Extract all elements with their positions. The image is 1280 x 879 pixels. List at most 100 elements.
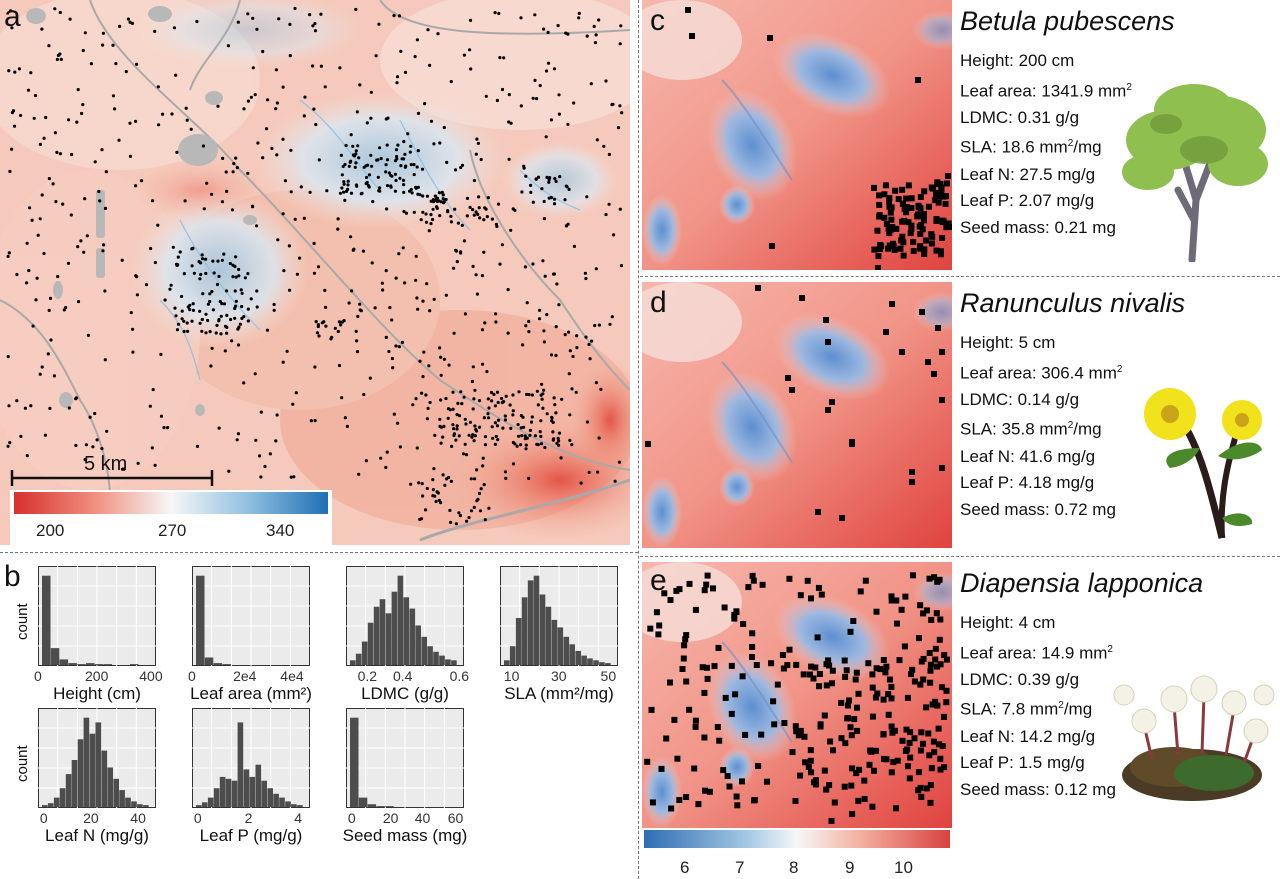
sample-point <box>402 183 406 187</box>
sample-point <box>568 438 572 442</box>
occurrence-point <box>808 663 815 670</box>
histogram-bar <box>527 580 534 665</box>
histogram-bar <box>563 636 570 665</box>
sample-point <box>84 443 88 447</box>
histogram-bar <box>95 722 102 807</box>
sample-point <box>166 426 170 430</box>
sample-point <box>93 160 97 164</box>
sample-point <box>359 192 363 196</box>
occurrence-point <box>656 622 663 629</box>
sample-point <box>496 202 501 206</box>
sample-point <box>568 413 572 417</box>
sample-point <box>471 264 475 268</box>
histogram-bar <box>504 660 510 665</box>
occurrence-point <box>933 189 939 196</box>
histogram-bar <box>125 797 131 807</box>
sample-point <box>251 205 255 209</box>
sample-point <box>583 271 588 275</box>
occurrence-point <box>918 729 925 736</box>
sample-point <box>210 346 214 350</box>
sample-point <box>432 142 436 146</box>
histogram-bar <box>42 805 48 807</box>
sample-point <box>315 331 320 335</box>
histogram-tick-label: 0.6 <box>449 668 470 684</box>
histogram-tick-label: 50 <box>600 668 617 684</box>
sample-point <box>399 164 403 168</box>
occurrence-point <box>917 231 924 237</box>
occurrence-point <box>784 662 791 669</box>
sample-point <box>343 198 347 202</box>
sample-point <box>225 325 229 329</box>
occurrence-point <box>918 793 925 800</box>
histogram-bar <box>94 664 104 665</box>
sample-point <box>533 434 538 438</box>
occurrence-point <box>873 747 879 754</box>
sample-point <box>275 101 279 105</box>
sample-point <box>354 7 358 12</box>
occurrence-point <box>928 231 935 238</box>
sample-point <box>542 340 547 344</box>
occurrence-point <box>843 667 850 674</box>
occurrence-point <box>808 769 815 776</box>
sample-point <box>459 165 463 170</box>
histogram-bar <box>421 636 427 665</box>
sample-point <box>188 308 192 312</box>
sample-point <box>431 494 435 498</box>
histogram-tick-label: 0 <box>188 668 196 684</box>
occurrence-point <box>821 712 828 719</box>
occurrence-point <box>938 184 945 191</box>
histogram-tick-label: 60 <box>447 810 464 826</box>
occurrence-point <box>945 173 951 179</box>
occurrence-point <box>889 224 896 230</box>
histogram-bar <box>415 625 421 665</box>
sample-point <box>468 205 472 209</box>
occurrence-point <box>895 196 902 203</box>
occurrence-point <box>903 726 910 733</box>
sample-point <box>211 308 215 312</box>
occurrence-point <box>906 775 913 782</box>
sample-point <box>393 159 398 163</box>
sample-point <box>546 61 551 65</box>
sample-point <box>547 180 551 184</box>
sample-point <box>471 433 475 437</box>
sample-point <box>464 422 468 426</box>
sample-point <box>281 360 285 364</box>
sample-point <box>504 476 508 480</box>
sample-point <box>539 434 543 439</box>
sample-point <box>478 425 482 429</box>
occurrence-point <box>922 237 929 244</box>
divider-horizontal-left <box>0 552 638 553</box>
occurrence-point <box>786 646 793 653</box>
sample-point <box>542 27 546 31</box>
sample-point <box>471 407 475 411</box>
sample-point <box>176 255 180 259</box>
sample-point <box>395 81 399 85</box>
bottom-colorbar-tick: 8 <box>789 858 799 877</box>
sample-point <box>500 243 504 247</box>
sample-point <box>148 404 152 408</box>
occurrence-point <box>814 634 821 641</box>
sample-point <box>412 172 416 177</box>
sample-point <box>161 112 165 116</box>
occurrence-point <box>907 729 914 736</box>
sample-point <box>120 258 124 262</box>
sample-point <box>482 416 486 420</box>
histogram-bar <box>86 663 95 665</box>
sample-point <box>469 477 473 481</box>
sample-point <box>354 149 358 153</box>
occurrence-point <box>704 572 711 579</box>
occurrence-point <box>683 794 690 800</box>
sample-point <box>542 388 546 392</box>
sample-point <box>29 404 33 408</box>
histogram-tick-label: 0 <box>347 810 356 826</box>
occurrence-point <box>871 246 878 253</box>
occurrence-point <box>877 666 884 673</box>
histogram-tick-label: 2 <box>244 810 253 826</box>
occurrence-point <box>789 387 795 393</box>
occurrence-point <box>804 577 811 584</box>
sample-point <box>431 488 435 492</box>
occurrence-point <box>849 441 855 447</box>
occurrence-point <box>917 602 924 609</box>
sample-point <box>79 239 83 243</box>
sample-point <box>349 235 353 239</box>
